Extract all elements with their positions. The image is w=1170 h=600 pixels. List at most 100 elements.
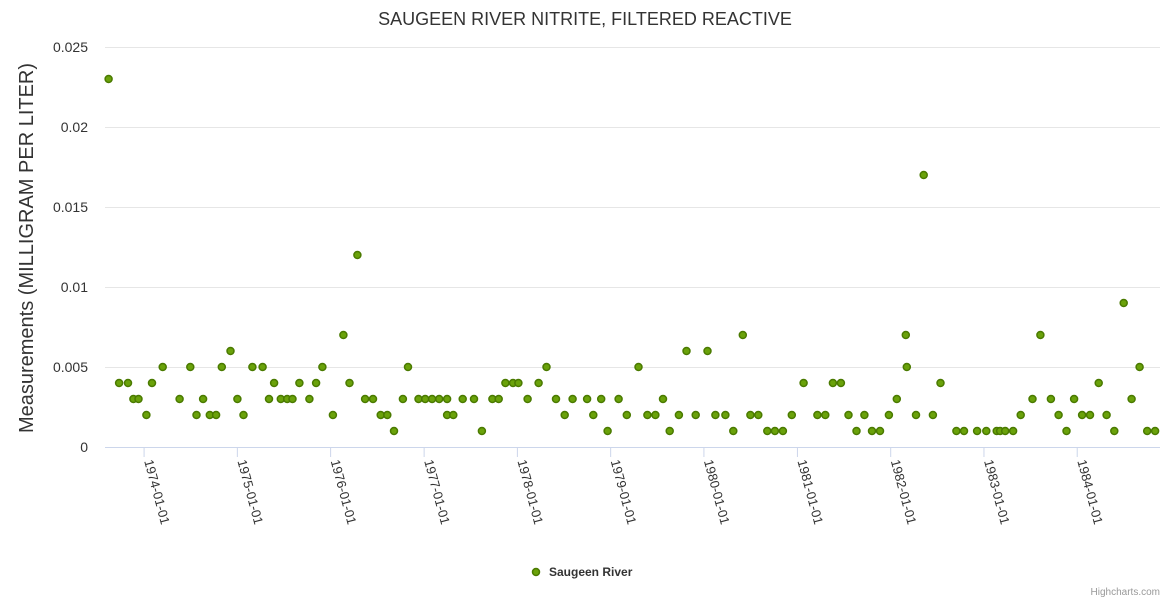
- data-point[interactable]: [643, 410, 652, 420]
- data-point[interactable]: [1054, 410, 1063, 420]
- data-point[interactable]: [919, 170, 928, 180]
- data-point[interactable]: [114, 378, 124, 388]
- data-point[interactable]: [1127, 394, 1136, 404]
- data-point[interactable]: [318, 362, 327, 372]
- data-point[interactable]: [603, 426, 612, 436]
- data-point[interactable]: [1110, 426, 1119, 436]
- data-point[interactable]: [828, 378, 838, 388]
- data-point[interactable]: [911, 410, 921, 420]
- data-point[interactable]: [477, 426, 487, 436]
- data-point[interactable]: [368, 394, 378, 404]
- data-point[interactable]: [1085, 410, 1095, 420]
- data-point[interactable]: [902, 362, 912, 372]
- data-point[interactable]: [311, 378, 321, 388]
- data-point[interactable]: [264, 394, 274, 404]
- data-point[interactable]: [568, 394, 577, 404]
- data-point[interactable]: [217, 362, 227, 372]
- data-point[interactable]: [389, 426, 399, 436]
- data-point[interactable]: [192, 410, 201, 420]
- data-point[interactable]: [420, 394, 430, 404]
- data-point[interactable]: [658, 394, 668, 404]
- data-point[interactable]: [1102, 410, 1111, 420]
- data-point[interactable]: [542, 362, 551, 372]
- data-point[interactable]: [239, 410, 248, 420]
- data-point[interactable]: [682, 346, 691, 356]
- data-point[interactable]: [729, 426, 738, 436]
- data-point[interactable]: [233, 394, 242, 404]
- data-point[interactable]: [494, 394, 503, 404]
- data-point[interactable]: [787, 410, 797, 420]
- data-point[interactable]: [534, 378, 543, 388]
- credits-link[interactable]: Highcharts.com: [1091, 587, 1160, 598]
- data-point[interactable]: [305, 394, 314, 404]
- data-point[interactable]: [226, 346, 235, 356]
- data-point[interactable]: [901, 330, 911, 340]
- data-point[interactable]: [778, 426, 788, 436]
- data-point[interactable]: [134, 394, 143, 404]
- data-point[interactable]: [269, 378, 279, 388]
- data-point[interactable]: [799, 378, 808, 388]
- data-point[interactable]: [449, 410, 458, 420]
- data-point[interactable]: [398, 394, 408, 404]
- data-point[interactable]: [353, 250, 362, 260]
- data-point[interactable]: [1036, 330, 1045, 340]
- data-point[interactable]: [746, 410, 755, 420]
- legend[interactable]: Saugeen River: [531, 565, 633, 579]
- data-point[interactable]: [248, 362, 257, 372]
- data-point[interactable]: [1077, 410, 1087, 420]
- data-point[interactable]: [867, 426, 877, 436]
- data-point[interactable]: [328, 410, 338, 420]
- data-point[interactable]: [147, 378, 157, 388]
- data-point[interactable]: [123, 378, 133, 388]
- data-point[interactable]: [158, 362, 167, 372]
- data-point[interactable]: [770, 426, 780, 436]
- data-point[interactable]: [523, 394, 532, 404]
- data-point[interactable]: [738, 330, 748, 340]
- data-point[interactable]: [614, 394, 623, 404]
- data-point[interactable]: [345, 378, 354, 388]
- data-point[interactable]: [754, 410, 763, 420]
- data-point[interactable]: [288, 394, 297, 404]
- data-point[interactable]: [339, 330, 348, 340]
- data-point[interactable]: [1094, 378, 1103, 388]
- legend-label[interactable]: Saugeen River: [549, 565, 633, 579]
- data-point[interactable]: [1008, 426, 1018, 436]
- data-point[interactable]: [952, 426, 961, 436]
- data-point[interactable]: [844, 410, 853, 420]
- data-point[interactable]: [551, 394, 561, 404]
- data-point[interactable]: [1119, 298, 1128, 308]
- data-point[interactable]: [892, 394, 902, 404]
- data-point[interactable]: [821, 410, 830, 420]
- data-point[interactable]: [813, 410, 822, 420]
- data-point[interactable]: [1150, 426, 1160, 436]
- data-point[interactable]: [721, 410, 730, 420]
- data-point[interactable]: [936, 378, 945, 388]
- data-point[interactable]: [142, 410, 151, 420]
- data-point[interactable]: [589, 410, 598, 420]
- data-point[interactable]: [959, 426, 969, 436]
- data-point[interactable]: [403, 362, 413, 372]
- data-point[interactable]: [469, 394, 479, 404]
- data-point[interactable]: [198, 394, 208, 404]
- data-point[interactable]: [104, 74, 113, 84]
- data-point[interactable]: [665, 426, 674, 436]
- data-point[interactable]: [884, 410, 894, 420]
- data-point[interactable]: [836, 378, 846, 388]
- data-point[interactable]: [622, 410, 632, 420]
- data-point[interactable]: [928, 410, 938, 420]
- data-point[interactable]: [1000, 426, 1010, 436]
- data-point[interactable]: [1016, 410, 1025, 420]
- data-point[interactable]: [514, 378, 523, 388]
- data-point[interactable]: [674, 410, 684, 420]
- data-point[interactable]: [860, 410, 869, 420]
- data-point[interactable]: [1062, 426, 1071, 436]
- data-point[interactable]: [972, 426, 982, 436]
- data-point[interactable]: [1142, 426, 1152, 436]
- data-point[interactable]: [634, 362, 643, 372]
- data-point[interactable]: [186, 362, 195, 372]
- data-point[interactable]: [1028, 394, 1037, 404]
- data-point[interactable]: [1069, 394, 1079, 404]
- data-point[interactable]: [596, 394, 606, 404]
- data-point[interactable]: [383, 410, 392, 420]
- data-point[interactable]: [560, 410, 569, 420]
